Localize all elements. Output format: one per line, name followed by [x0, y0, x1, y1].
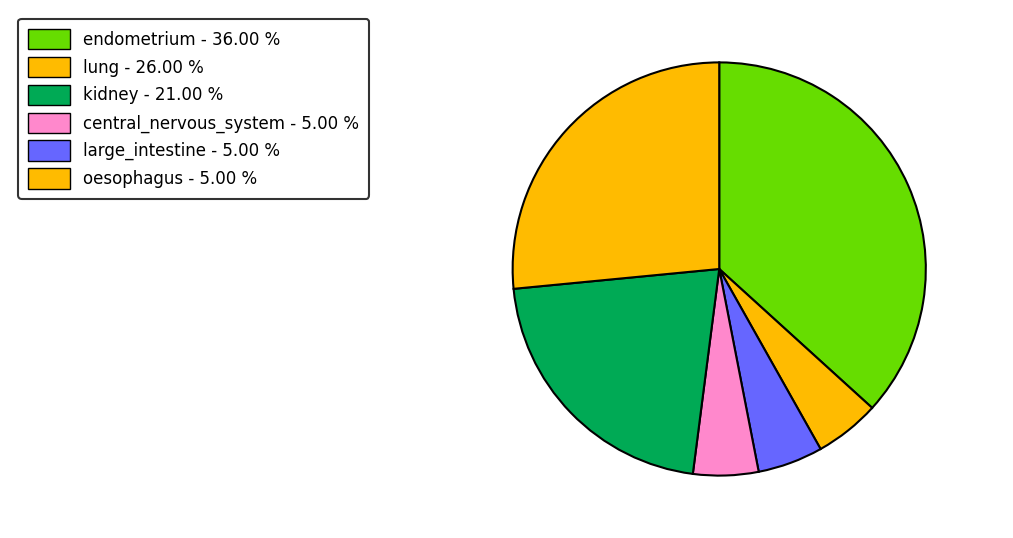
Wedge shape	[719, 269, 821, 472]
Wedge shape	[693, 269, 759, 476]
Wedge shape	[719, 62, 926, 408]
Wedge shape	[514, 269, 719, 474]
Wedge shape	[719, 269, 872, 449]
Legend: endometrium - 36.00 %, lung - 26.00 %, kidney - 21.00 %, central_nervous_system : endometrium - 36.00 %, lung - 26.00 %, k…	[18, 19, 370, 199]
Wedge shape	[513, 62, 719, 289]
